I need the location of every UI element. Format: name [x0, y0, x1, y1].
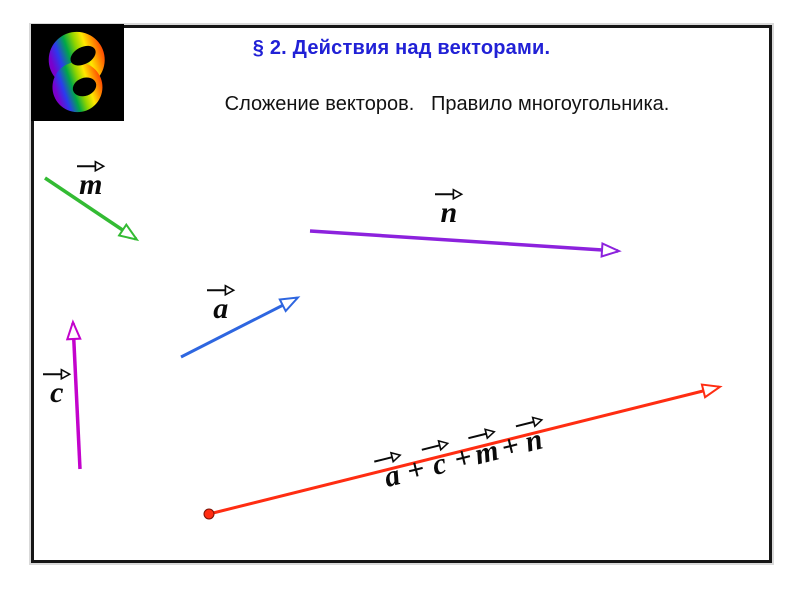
slide-subtitle: Сложение векторов. Правило многоугольник… [224, 93, 670, 115]
rainbow-pretzel-logo-icon [31, 24, 124, 121]
slide-title: § 2. Действия над векторами. [252, 37, 551, 59]
over-arrow-icon [468, 428, 497, 440]
vector-symbol-n: n [515, 414, 551, 459]
label-m: m [76, 160, 106, 200]
over-arrow-icon [77, 160, 106, 173]
over-arrow-icon [435, 188, 464, 201]
over-arrow-icon [374, 451, 402, 464]
label-sum: a + c + m + n [372, 413, 552, 494]
over-arrow-icon [421, 439, 449, 452]
vector-symbol-m: m [77, 160, 106, 200]
vector-symbol-c: c [43, 368, 72, 408]
vector-symbol-a: a [207, 284, 236, 324]
vector-symbol-n: n [435, 188, 464, 228]
over-arrow-icon [207, 284, 236, 297]
over-arrow-icon [515, 416, 544, 428]
logo-art [31, 24, 124, 121]
vector-symbol-a: a [373, 449, 409, 494]
vector-symbol-m: m [467, 425, 503, 471]
over-arrow-icon [43, 368, 72, 381]
label-a: a [206, 284, 236, 324]
vector-symbol-c: c [420, 437, 456, 482]
label-c: c [42, 368, 72, 408]
label-n: n [434, 188, 464, 228]
